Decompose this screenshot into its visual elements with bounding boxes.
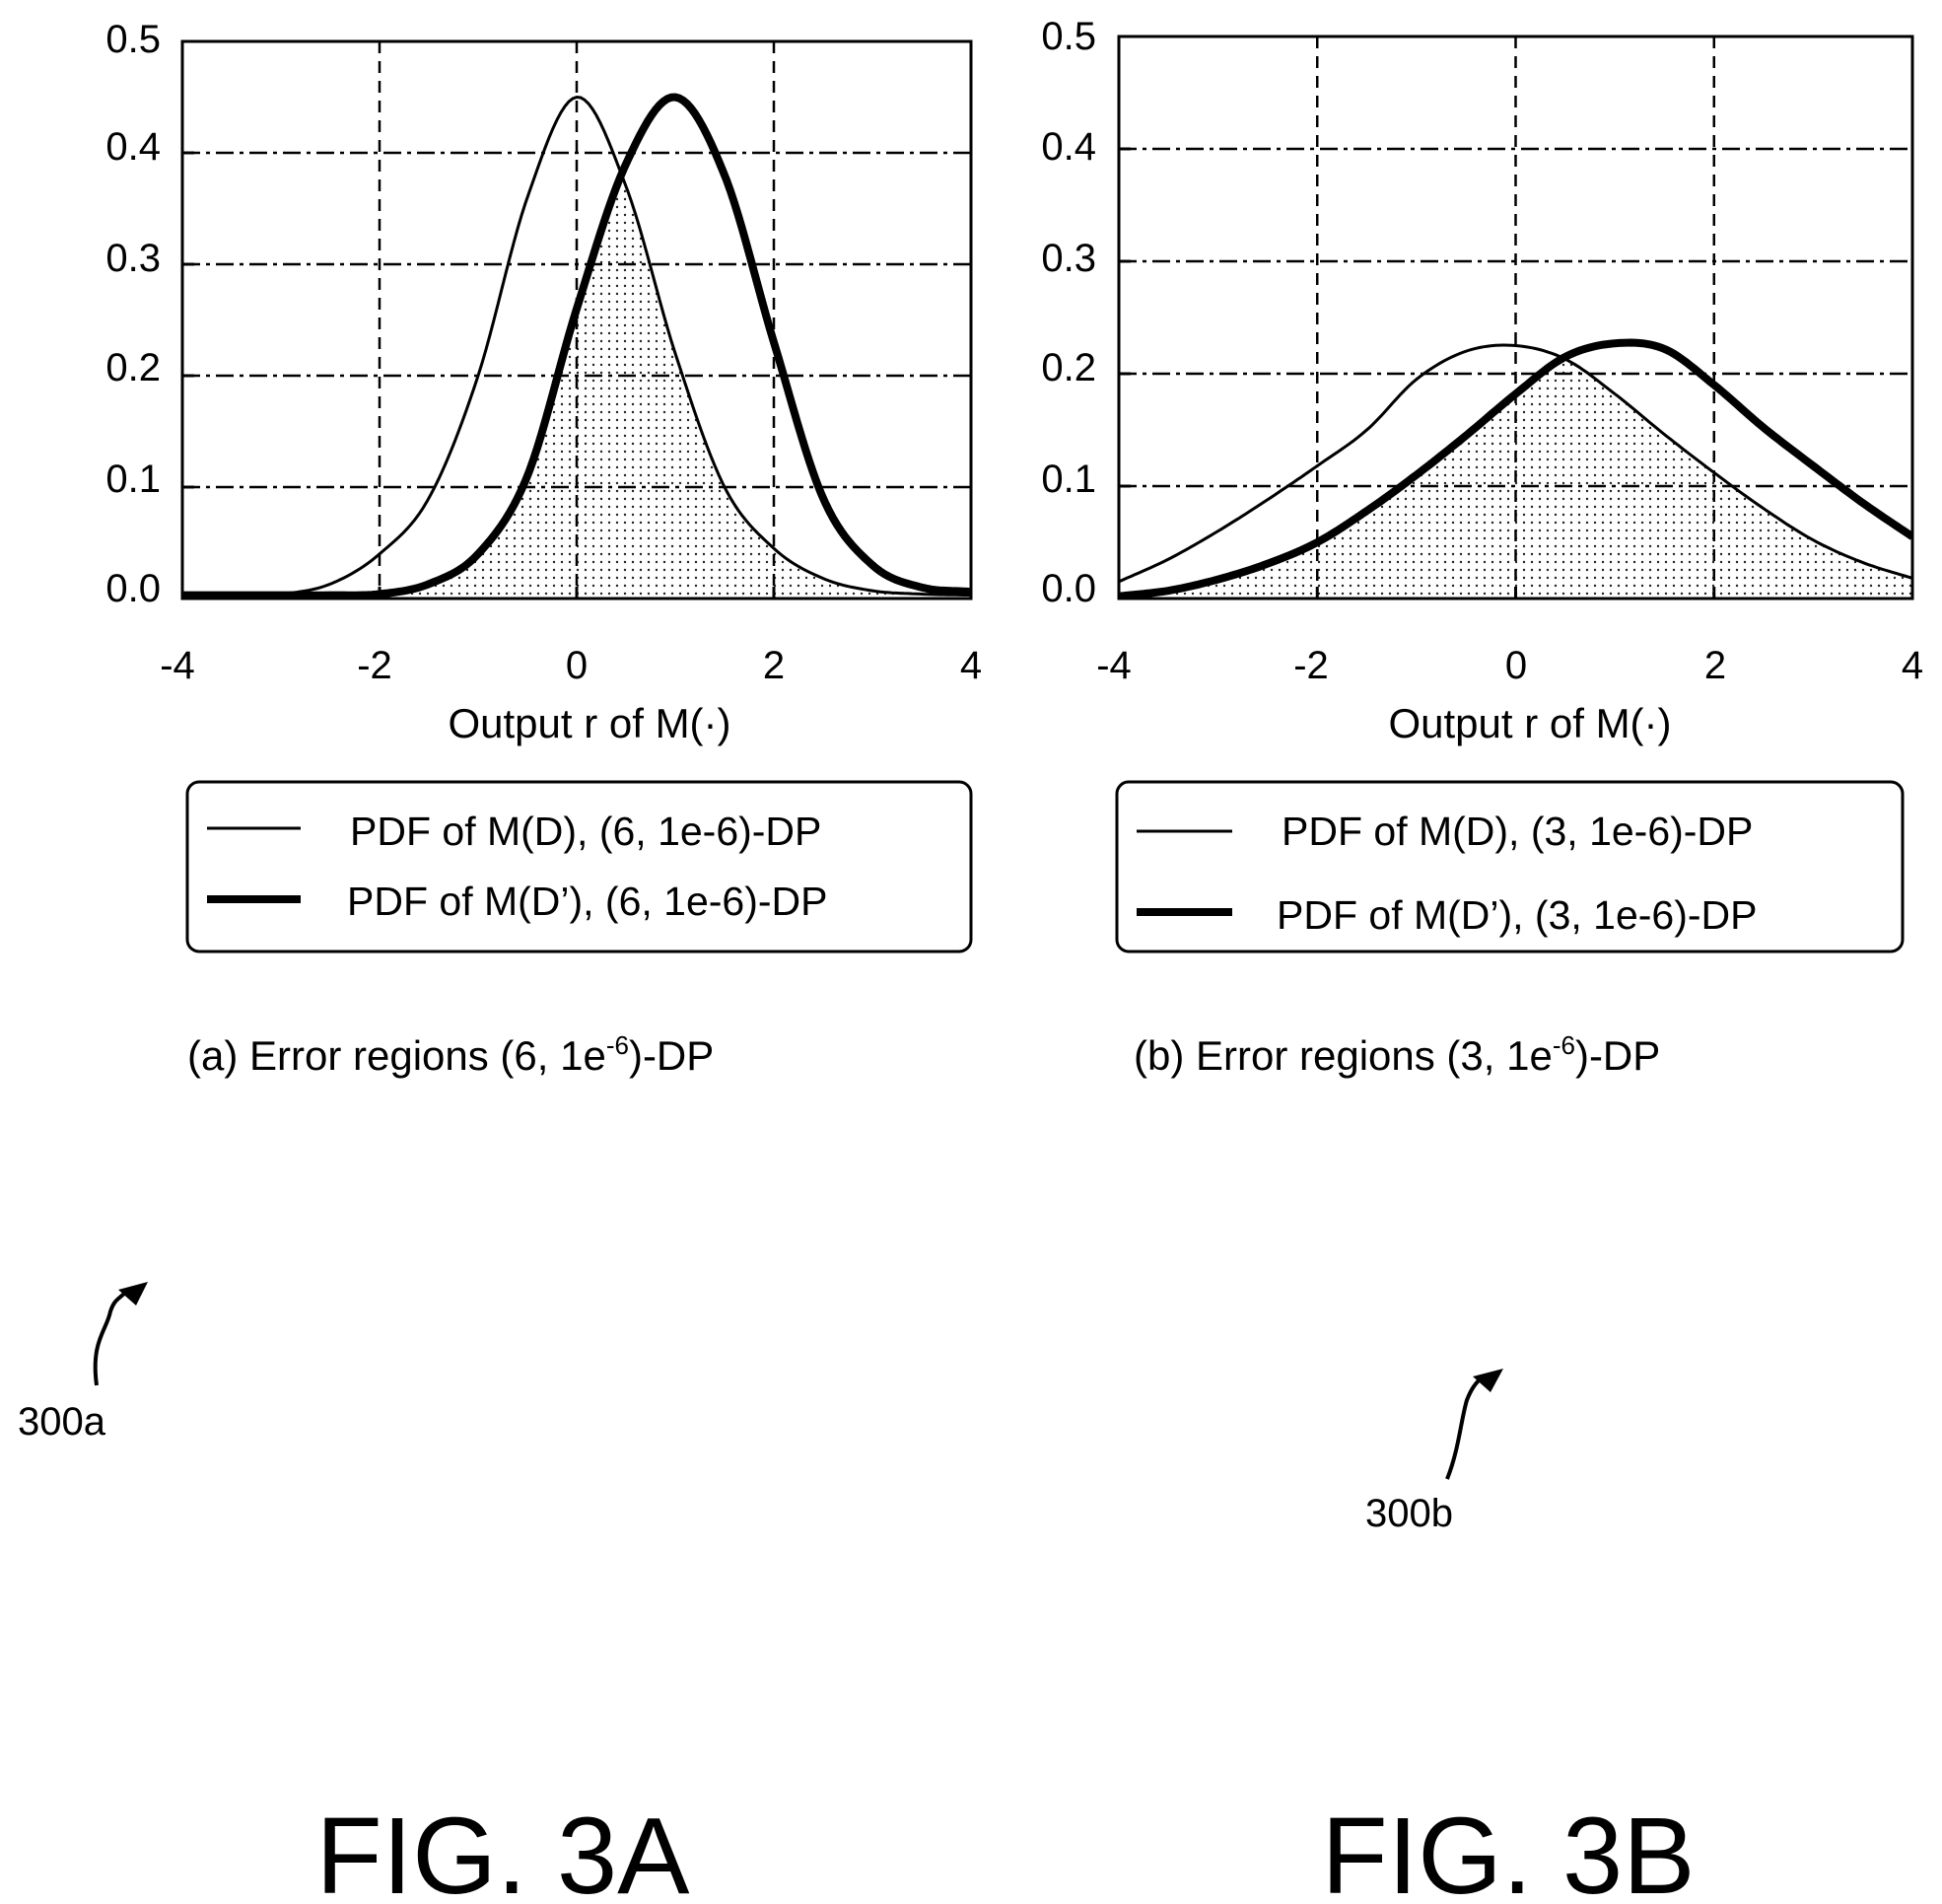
y-tick-label: 0.4 [105,125,161,169]
x-tick-label: -4 [1096,644,1132,687]
y-tick-label: 0.3 [105,237,161,280]
legend-a: PDF of M(D), (6, 1e-6)-DP PDF of M(D’), … [185,780,973,953]
y-tick-label: 0.3 [1041,237,1096,280]
legend-b: PDF of M(D), (3, 1e-6)-DP PDF of M(D’), … [1115,780,1905,953]
pdf-line-md-b [1119,343,1912,584]
pdf-line-md-a [182,95,971,598]
x-tick-labels-b: -4 -2 0 2 4 [1096,644,1923,687]
caption-a: (a) Error regions (6, 1e-6)-DP [187,1030,714,1079]
legend-entry-md-b: PDF of M(D), (3, 1e-6)-DP [1282,809,1753,854]
x-tick-label: 0 [1505,644,1527,687]
chart-panel-b: 0.0 0.1 0.2 0.3 0.4 0.5 -4 -2 0 2 4 Outp… [1041,15,1923,1904]
figure-label-3a: FIG. 3A [316,1796,691,1904]
pdf-line-md-prime-a [182,93,971,599]
tick-marks-b [1117,35,1914,600]
x-tick-label: -4 [160,644,195,687]
y-tick-label: 0.2 [105,346,161,389]
chart-panel-a: 0.0 0.1 0.2 0.3 0.4 0.5 -4 -2 0 2 4 Outp… [18,18,982,1904]
reference-arrow-300a [93,1282,148,1386]
reference-label-300b: 300b [1365,1492,1453,1535]
x-tick-label: -2 [357,644,392,687]
y-tick-label: 0.1 [105,458,161,501]
grid-b [1119,36,1912,600]
x-tick-labels-a: -4 -2 0 2 4 [160,644,982,687]
y-tick-label: 0.2 [1041,346,1096,389]
x-tick-label: 4 [1902,644,1923,687]
x-tick-label: 2 [1704,644,1726,687]
x-tick-label: 4 [960,644,982,687]
legend-box-a [185,780,973,953]
y-tick-labels-b: 0.0 0.1 0.2 0.3 0.4 0.5 [1041,15,1096,610]
legend-entry-md-a: PDF of M(D), (6, 1e-6)-DP [350,809,821,854]
x-axis-label-a: Output r of M(·) [448,700,730,746]
plot-area-a [180,39,973,600]
reference-label-300a: 300a [18,1400,106,1444]
y-tick-label: 0.1 [1041,458,1096,501]
x-axis-label-b: Output r of M(·) [1388,700,1671,746]
y-tick-label: 0.5 [1041,15,1096,58]
reference-arrow-300b [1445,1369,1503,1480]
y-tick-label: 0.5 [105,18,161,61]
y-tick-label: 0.4 [1041,125,1096,169]
x-tick-label: 0 [566,644,588,687]
tick-marks-a [180,39,973,600]
x-tick-label: -2 [1293,644,1329,687]
y-tick-label: 0.0 [1041,567,1096,610]
pdf-line-md-prime-b [1119,338,1912,599]
y-tick-label: 0.0 [105,567,161,610]
x-tick-label: 2 [763,644,785,687]
caption-b: (b) Error regions (3, 1e-6)-DP [1134,1030,1660,1079]
figure-label-3b: FIG. 3B [1322,1796,1696,1904]
plot-area-b [1117,35,1914,600]
legend-entry-md-prime-b: PDF of M(D’), (3, 1e-6)-DP [1277,892,1758,938]
legend-entry-md-prime-a: PDF of M(D’), (6, 1e-6)-DP [347,879,828,924]
legend-box-b [1115,780,1905,953]
y-tick-labels-a: 0.0 0.1 0.2 0.3 0.4 0.5 [105,18,161,610]
